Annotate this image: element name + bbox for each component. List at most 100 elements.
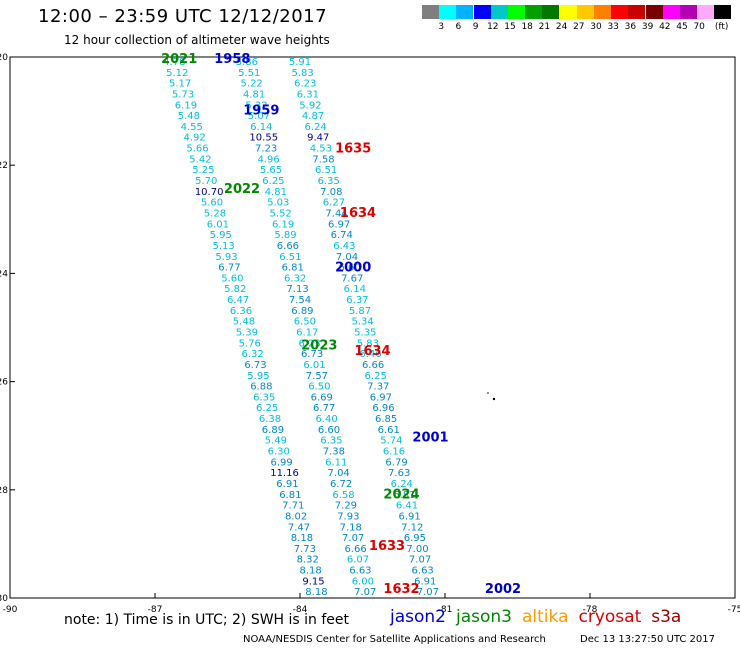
y-tick-label: -26 [0, 378, 8, 388]
pass-label-cryosat: 1635 [335, 141, 371, 156]
swh-value: 6.24 [305, 122, 327, 133]
swh-value: 5.83 [357, 338, 379, 349]
swh-value: 6.41 [396, 501, 418, 512]
swh-value: 6.35 [253, 392, 275, 403]
scale-label: 42 [659, 22, 671, 32]
swh-value: 5.95 [210, 230, 232, 241]
swh-value: 6.60 [338, 263, 360, 274]
swh-value: 6.73 [301, 349, 323, 360]
swh-value: 5.03 [267, 198, 289, 209]
swh-value: 7.07 [354, 587, 376, 598]
scale-swatch [576, 5, 594, 19]
swh-value: 7.07 [342, 533, 364, 544]
pass-labels: 2021 1958 1959 1635 2022 1634 2000 2023 1634 2001… [161, 52, 521, 597]
x-tick-label: -75 [728, 605, 740, 615]
swh-value: 6.00 [352, 576, 374, 587]
swh-value: 5.70 [195, 176, 217, 187]
swh-value: 5.66 [186, 144, 208, 155]
swh-value: 5.25 [192, 165, 214, 176]
y-tick-label: -20 [0, 53, 8, 63]
scale-swatch [525, 5, 543, 19]
swh-value: 6.91 [398, 511, 420, 522]
swh-value: 6.14 [344, 284, 366, 295]
swh-value: 6.47 [227, 295, 249, 306]
pass-label-jason3: 2022 [224, 182, 260, 197]
swh-value: 6.36 [230, 306, 252, 317]
swh-value: 7.08 [320, 187, 342, 198]
swh-value: 7.07 [409, 555, 431, 566]
swh-value: 6.81 [279, 490, 301, 501]
swh-value: 5.83 [291, 68, 313, 79]
swh-value: 5.13 [213, 241, 235, 252]
swh-value: 6.81 [282, 263, 304, 274]
scale-swatch [473, 5, 491, 19]
scale-swatch [697, 5, 715, 19]
swh-value: 6.25 [365, 371, 387, 382]
y-tick-label: -22 [0, 161, 8, 171]
legend-s3a: s3a [651, 607, 682, 627]
swh-value: 5.82 [224, 284, 246, 295]
map-subtitle: 12 hour collection of altimeter wave hei… [64, 33, 330, 47]
swh-value: 6.19 [175, 100, 197, 111]
swh-value: 6.91 [276, 479, 298, 490]
scale-swatch [662, 5, 680, 19]
swh-value: 7.47 [288, 522, 310, 533]
swh-value: 6.77 [313, 403, 335, 414]
swh-value: 11.16 [270, 468, 299, 479]
swh-value: 6.66 [362, 360, 384, 371]
scale-label: 12 [487, 22, 499, 32]
pass-label-cryosat: 1633 [369, 539, 405, 554]
swh-value: 8.32 [297, 555, 319, 566]
island-dot [492, 397, 496, 401]
swh-value: 6.32 [242, 349, 264, 360]
scale-label: 27 [573, 22, 585, 32]
swh-value: 7.63 [388, 468, 410, 479]
pass-label-cryosat: 1632 [383, 582, 419, 597]
swh-value: 5.07 [248, 111, 270, 122]
swh-value: 4.81 [243, 89, 265, 100]
satellite-legend: jason2 jason3 altika cryosat s3a [390, 607, 691, 627]
swh-value: 7.57 [306, 371, 328, 382]
swh-value: 6.91 [414, 576, 436, 587]
swh-value: 7.67 [341, 273, 363, 284]
swh-value: 6.24 [391, 479, 413, 490]
swh-value: 6.88 [250, 382, 272, 393]
swh-value: 6.72 [330, 479, 352, 490]
swh-value: 6.60 [318, 425, 340, 436]
swh-value: 6.31 [297, 89, 319, 100]
swh-value: 6.35 [318, 176, 340, 187]
swh-value: 6.23 [299, 338, 321, 349]
map-title: 12:00 – 23:59 UTC 12/12/2017 [38, 6, 328, 27]
swh-value: 9.15 [302, 576, 324, 587]
scale-label: 15 [504, 22, 516, 32]
swh-value: 4.87 [302, 111, 324, 122]
scale-swatch [542, 5, 560, 19]
y-tick-label: -30 [0, 594, 8, 604]
swh-value: 6.32 [284, 273, 306, 284]
swh-value: 5.60 [221, 273, 243, 284]
scale-swatch [594, 5, 611, 19]
pass-label-jason2: 2002 [485, 582, 521, 597]
swh-value: 5.89 [274, 230, 296, 241]
swh-value: 7.18 [340, 522, 362, 533]
swh-value: 6.50 [308, 382, 330, 393]
scale-label: 45 [676, 22, 688, 32]
swh-value: 6.58 [332, 490, 354, 501]
swh-value: 5.48 [178, 111, 200, 122]
swh-value: 5.60 [201, 198, 223, 209]
pass-label-cryosat: 1634 [340, 206, 376, 221]
scale-swatch [456, 5, 474, 19]
scale-label: 39 [641, 22, 654, 32]
swh-value: 5.95 [247, 371, 269, 382]
pass-label-cryosat: 1634 [354, 344, 390, 359]
scale-swatch [714, 5, 732, 19]
generated-timestamp: Dec 13 13:27:50 UTC 2017 [580, 634, 715, 645]
swh-value: 5.73 [172, 89, 194, 100]
swh-value: 7.00 [406, 544, 428, 555]
scale-swatch [508, 5, 525, 19]
scale-label: 6 [455, 22, 462, 32]
swh-value: 6.85 [375, 414, 397, 425]
swh-value: 7.71 [282, 501, 304, 512]
swh-value: 6.14 [250, 122, 272, 133]
swh-value: 6.95 [404, 533, 426, 544]
